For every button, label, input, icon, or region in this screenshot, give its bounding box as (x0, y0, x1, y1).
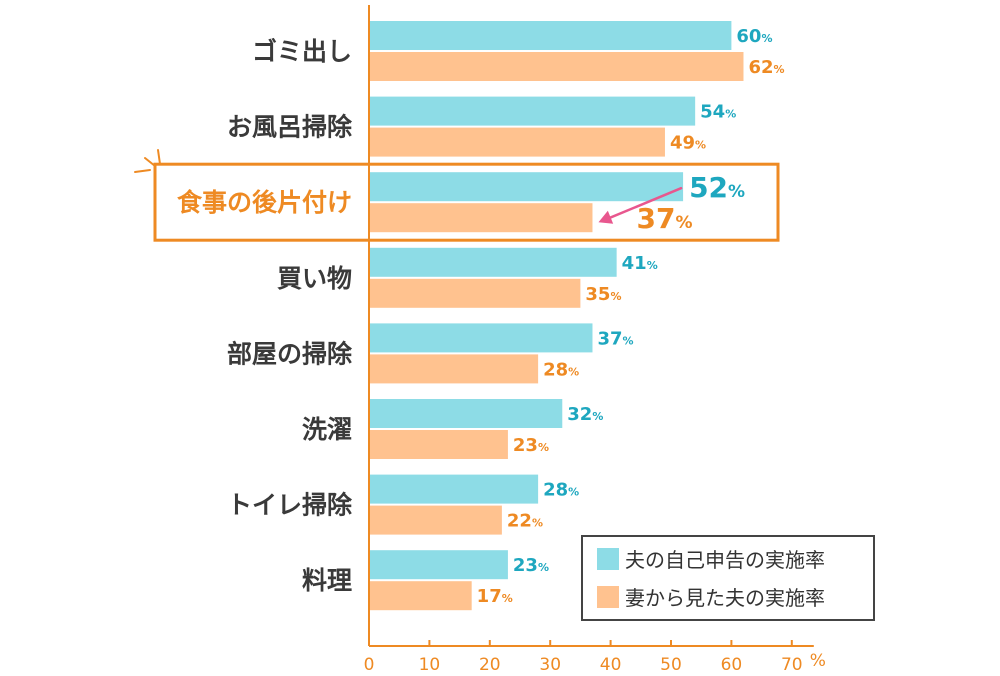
value-label-wife-6: 22% (507, 511, 543, 532)
category-label-5: 洗濯 (302, 415, 352, 444)
bar-wife-0 (369, 52, 744, 81)
bar-husband-2 (369, 172, 684, 202)
bar-wife-4 (369, 354, 539, 384)
bar-husband-0 (369, 21, 732, 50)
value-label-wife-3: 35% (585, 284, 621, 305)
category-label-1: お風呂掃除 (227, 113, 353, 142)
category-label-2: 食事の後片付け (177, 188, 352, 217)
emphasis-mark-0 (134, 169, 151, 173)
value-label-husband-7: 23% (513, 555, 549, 576)
bar-wife-3 (369, 278, 581, 308)
value-label-wife-2: 37% (636, 202, 692, 235)
value-label-wife-5: 23% (513, 435, 549, 456)
bar-husband-4 (369, 323, 593, 353)
x-axis-unit: % (810, 651, 826, 671)
value-label-husband-3: 41% (622, 253, 658, 274)
decline-arrow (598, 186, 683, 224)
bar-wife-2 (369, 203, 593, 233)
value-label-husband-1: 54% (700, 102, 736, 123)
emphasis-mark-1 (144, 157, 156, 167)
x-tick-label-2: 20 (479, 655, 501, 675)
bar-wife-1 (369, 127, 665, 157)
highlight-box (153, 162, 780, 242)
category-label-0: ゴミ出し (252, 37, 352, 66)
bar-husband-1 (369, 96, 696, 126)
category-label-4: 部屋の掃除 (227, 339, 353, 368)
bar-husband-7 (369, 550, 508, 580)
bar-husband-3 (369, 247, 617, 277)
x-tick-label-7: 70 (781, 655, 803, 675)
value-label-husband-2: 52% (689, 171, 745, 204)
legend-label-0: 夫の自己申告の実施率 (625, 548, 825, 572)
emphasis-marks (134, 149, 161, 173)
x-tick-label-5: 50 (660, 655, 682, 675)
bar-wife-5 (369, 430, 508, 459)
value-label-wife-4: 28% (543, 359, 579, 380)
bar-husband-6 (369, 474, 539, 504)
value-label-husband-5: 32% (567, 404, 603, 425)
legend-swatch-0 (597, 548, 619, 570)
value-label-husband-0: 60% (736, 26, 772, 47)
legend-swatch-1 (597, 586, 619, 608)
x-tick-label-1: 10 (419, 655, 441, 675)
x-tick-label-6: 60 (721, 655, 743, 675)
bar-husband-5 (369, 399, 563, 428)
x-tick-label-4: 40 (600, 655, 622, 675)
category-label-7: 料理 (302, 566, 352, 595)
x-tick-label-0: 0 (364, 655, 375, 675)
emphasis-mark-2 (157, 149, 161, 165)
legend-label-1: 妻から見た夫の実施率 (625, 586, 825, 610)
value-label-wife-0: 62% (748, 57, 784, 78)
x-tick-label-3: 30 (539, 655, 561, 675)
category-label-6: トイレ掃除 (227, 491, 353, 520)
bar-wife-6 (369, 505, 502, 535)
legend-box (581, 535, 875, 621)
value-label-wife-1: 49% (670, 133, 706, 154)
value-label-husband-4: 37% (597, 328, 633, 349)
value-label-wife-7: 17% (477, 586, 513, 607)
bar-wife-7 (369, 581, 472, 611)
value-label-husband-6: 28% (543, 480, 579, 501)
category-label-3: 買い物 (277, 264, 352, 293)
